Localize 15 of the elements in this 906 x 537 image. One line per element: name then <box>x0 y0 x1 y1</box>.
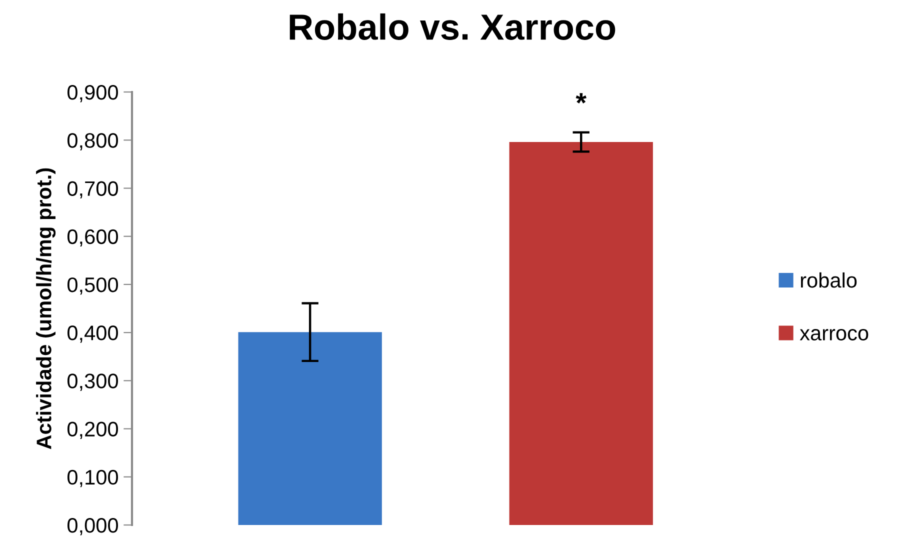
y-tick-label: 0,200 <box>67 422 118 439</box>
y-tick-label: 0,300 <box>67 374 118 391</box>
y-tick-label: 0,100 <box>67 470 118 488</box>
y-tick-label: 0,900 <box>67 85 118 102</box>
legend-label: xarroco <box>800 329 868 340</box>
legend-label: robalo <box>800 272 857 288</box>
y-tick-label: 0,700 <box>67 181 118 198</box>
y-axis-title: Actividade (umol/h/mg prot.) <box>36 168 56 450</box>
y-tick-label: 0,400 <box>67 326 118 343</box>
y-tick-label: 0,500 <box>67 277 118 295</box>
y-tick-label: 0,800 <box>67 133 118 150</box>
y-tick-label: 0,600 <box>67 229 118 247</box>
chart-title: Robalo vs. Xarroco <box>290 13 616 40</box>
annotation: * <box>576 93 586 104</box>
y-tick-label: 0,000 <box>67 518 118 536</box>
